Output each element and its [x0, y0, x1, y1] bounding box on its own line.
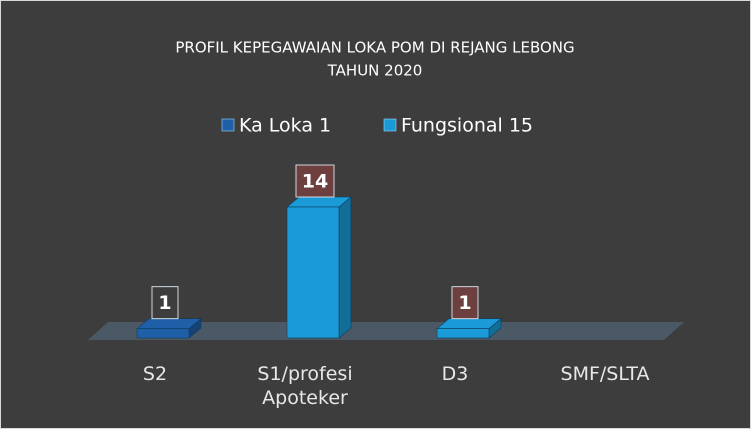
chart-title: PROFIL KEPEGAWAIAN LOKA POM DI REJANG LE… [175, 39, 574, 57]
legend-label: Ka Loka 1 [239, 115, 331, 137]
legend-swatch [221, 118, 235, 132]
floor [88, 322, 684, 340]
x-tick-label: S2 [142, 363, 168, 385]
bar-side [338, 196, 352, 339]
chart-subtitle: TAHUN 2020 [327, 62, 423, 80]
bar [286, 206, 340, 339]
bar [436, 328, 490, 339]
legend-label: Fungsional 15 [401, 115, 533, 137]
x-tick-label: D3 [441, 363, 469, 385]
x-tick-label: S1/profesi Apoteker [257, 363, 353, 409]
data-label: 1 [158, 292, 171, 314]
bar [136, 328, 190, 339]
data-label: 1 [458, 292, 471, 314]
data-label: 14 [302, 171, 328, 193]
legend-swatch [383, 118, 397, 132]
x-tick-label: SMF/SLTA [560, 363, 650, 385]
data-label-box [295, 164, 335, 198]
data-label-box [451, 286, 479, 320]
data-label-box [151, 286, 179, 320]
